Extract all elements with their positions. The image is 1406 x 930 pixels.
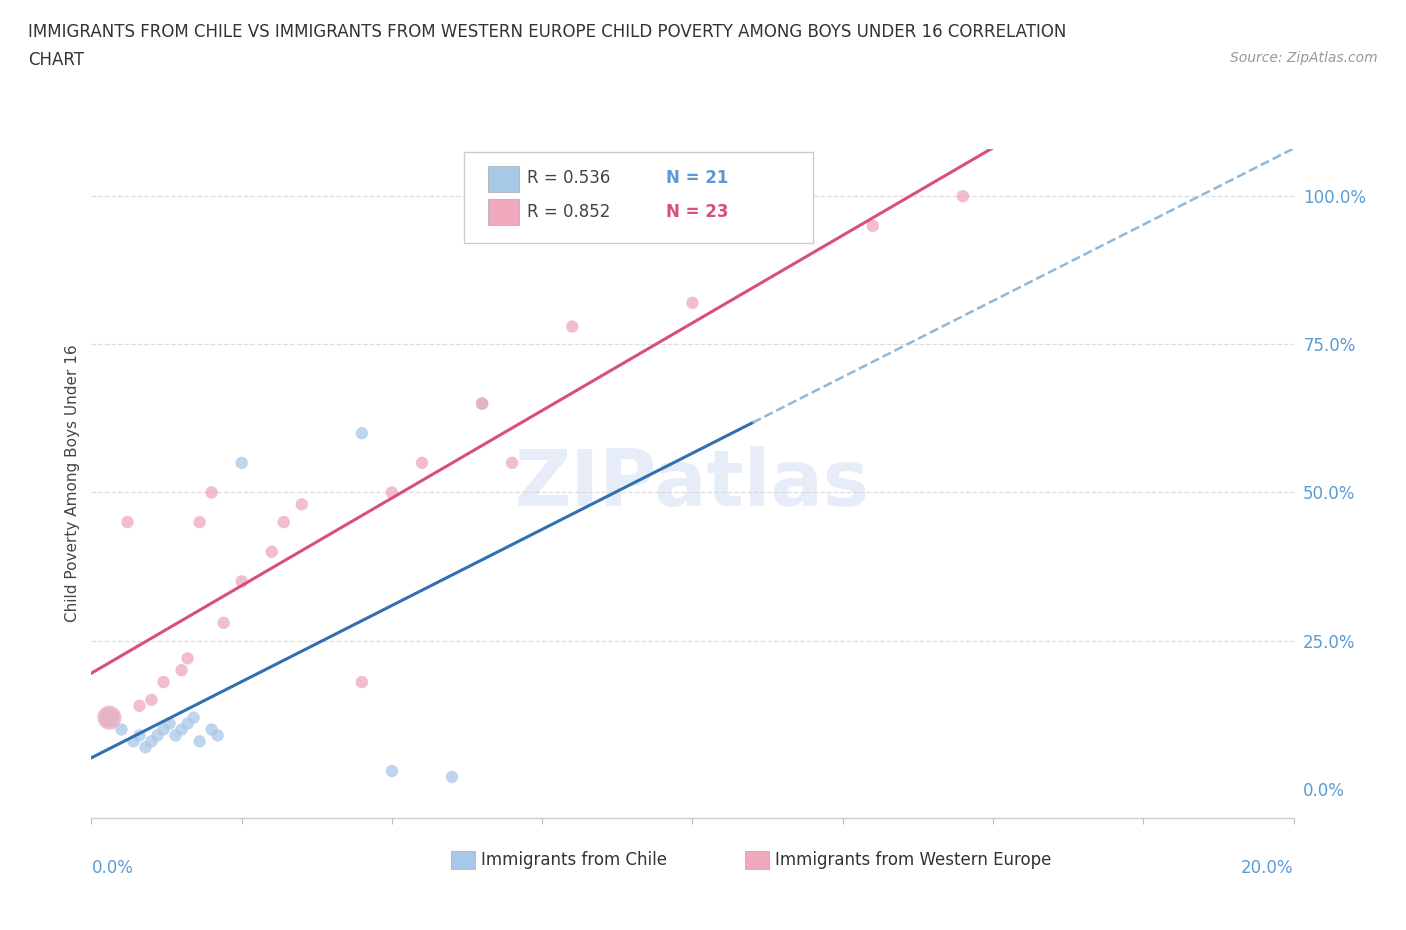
Point xyxy=(231,574,253,589)
Point xyxy=(471,396,494,411)
Text: IMMIGRANTS FROM CHILE VS IMMIGRANTS FROM WESTERN EUROPE CHILD POVERTY AMONG BOYS: IMMIGRANTS FROM CHILE VS IMMIGRANTS FROM… xyxy=(28,23,1067,41)
Point xyxy=(152,674,174,689)
Point xyxy=(122,734,145,749)
Point xyxy=(176,651,198,666)
Point xyxy=(98,711,121,725)
Y-axis label: Child Poverty Among Boys Under 16: Child Poverty Among Boys Under 16 xyxy=(65,345,80,622)
Point xyxy=(110,722,132,737)
Point xyxy=(231,456,253,471)
Point xyxy=(176,716,198,731)
Point xyxy=(381,764,404,778)
Point xyxy=(146,728,169,743)
Point xyxy=(141,693,163,708)
Point xyxy=(188,514,211,529)
Point xyxy=(681,296,703,311)
Point xyxy=(273,514,295,529)
Point xyxy=(188,734,211,749)
Text: R = 0.852: R = 0.852 xyxy=(527,203,610,220)
Text: 0.0%: 0.0% xyxy=(91,858,134,877)
Point xyxy=(501,456,523,471)
Text: Immigrants from Western Europe: Immigrants from Western Europe xyxy=(775,851,1052,869)
FancyBboxPatch shape xyxy=(464,153,813,243)
Point xyxy=(411,456,433,471)
FancyBboxPatch shape xyxy=(745,851,769,870)
Point xyxy=(183,711,205,725)
Point xyxy=(561,319,583,334)
Point xyxy=(201,485,224,500)
FancyBboxPatch shape xyxy=(488,199,519,225)
Point xyxy=(134,740,156,755)
Point xyxy=(862,219,884,233)
Text: CHART: CHART xyxy=(28,51,84,69)
Point xyxy=(471,396,494,411)
Point xyxy=(98,711,121,725)
Point xyxy=(212,616,235,631)
Text: R = 0.536: R = 0.536 xyxy=(527,169,610,187)
Point xyxy=(260,544,283,559)
Text: ZIPatlas: ZIPatlas xyxy=(515,445,870,522)
Point xyxy=(207,728,229,743)
Point xyxy=(170,663,193,678)
FancyBboxPatch shape xyxy=(451,851,475,870)
Point xyxy=(165,728,187,743)
Point xyxy=(170,722,193,737)
Point xyxy=(350,426,373,441)
Text: N = 23: N = 23 xyxy=(666,203,728,220)
Text: 20.0%: 20.0% xyxy=(1241,858,1294,877)
Point xyxy=(952,189,974,204)
FancyBboxPatch shape xyxy=(488,166,519,192)
Point xyxy=(159,716,181,731)
Point xyxy=(128,728,150,743)
Point xyxy=(152,722,174,737)
Point xyxy=(441,769,464,784)
Point xyxy=(350,674,373,689)
Point xyxy=(381,485,404,500)
Point xyxy=(291,497,314,512)
Point xyxy=(128,698,150,713)
Text: Immigrants from Chile: Immigrants from Chile xyxy=(481,851,666,869)
Point xyxy=(141,734,163,749)
Point xyxy=(117,514,139,529)
Text: Source: ZipAtlas.com: Source: ZipAtlas.com xyxy=(1230,51,1378,65)
Point xyxy=(201,722,224,737)
Text: N = 21: N = 21 xyxy=(666,169,728,187)
